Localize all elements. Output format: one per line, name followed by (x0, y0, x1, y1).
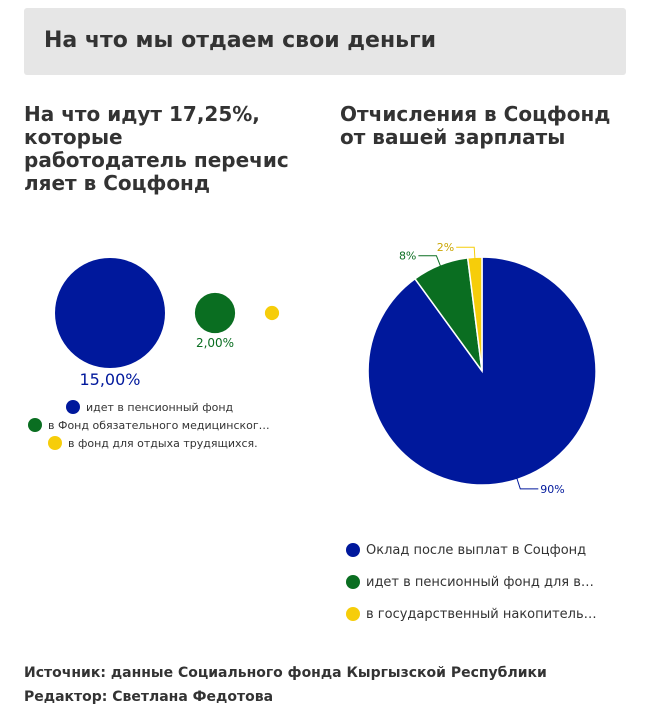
legend-item[interactable]: в фонд для отдыха трудящихся. (48, 434, 270, 452)
legend-label: в Фонд обязательного медицинског… (48, 418, 270, 432)
source-note: Источник: данные Социального фонда Кыргы… (24, 665, 547, 681)
bubble[interactable] (55, 258, 165, 368)
pie-value-label: 8% (399, 250, 416, 263)
legend-swatch (346, 607, 360, 621)
bubble-chart-title-line: На что идут 17,25%, (24, 102, 260, 126)
bubble-value-label: 15,00% (79, 370, 140, 389)
legend-swatch (66, 400, 80, 414)
legend-item[interactable]: в Фонд обязательного медицинског… (28, 416, 270, 434)
pie-value-label: 2% (437, 241, 454, 254)
legend-item[interactable]: в государственный накопитель… (346, 598, 597, 630)
legend-item[interactable]: Оклад после выплат в Соцфонд (346, 534, 597, 566)
bubble-legend: идет в пенсионный фонд в Фонд обязательн… (28, 398, 270, 452)
legend-swatch (346, 575, 360, 589)
bubble-chart: 15,00% 2,00% (55, 258, 280, 389)
legend-item[interactable]: идет в пенсионный фонд (66, 398, 270, 416)
legend-swatch (28, 418, 42, 432)
legend-label: в государственный накопитель… (366, 606, 597, 622)
legend-swatch (346, 543, 360, 557)
bubble[interactable] (264, 305, 280, 321)
bubble-value-label: 2,00% (196, 336, 234, 350)
legend-item[interactable]: идет в пенсионный фонд для в… (346, 566, 597, 598)
pie-chart: 90% 8% 2% (367, 241, 597, 496)
pie-leader-line (418, 255, 442, 269)
pie-chart-title-line: от вашей зарплаты (340, 125, 566, 149)
legend-label: Оклад после выплат в Соцфонд (366, 542, 587, 558)
pie-leader-line (515, 475, 539, 490)
pie-chart-title-line: Отчисления в Соцфонд (340, 102, 611, 126)
bubble-chart-title: На что идут 17,25%, которые работодатель… (24, 103, 304, 195)
legend-label: идет в пенсионный фонд для в… (366, 574, 594, 590)
pie-chart-title: Отчисления в Соцфонд от вашей зарплаты (340, 103, 640, 149)
legend-label: в фонд для отдыха трудящихся. (68, 436, 258, 450)
bubble[interactable] (194, 292, 236, 334)
bubble-chart-title-line: которые (24, 125, 123, 149)
pie-leader-line (456, 246, 476, 262)
pie-value-label: 90% (540, 483, 564, 496)
legend-swatch (48, 436, 62, 450)
bubble-chart-title-line: ляет в Соцфонд (24, 171, 211, 195)
legend-label: идет в пенсионный фонд (86, 400, 234, 414)
pie-legend: Оклад после выплат в Соцфонд идет в пенс… (346, 534, 597, 630)
footer: Источник: данные Социального фонда Кыргы… (24, 661, 547, 709)
header-bar: На что мы отдаем свои деньги (24, 8, 626, 75)
bubble-chart-title-line: работодатель перечис (24, 148, 289, 172)
page-title: На что мы отдаем свои деньги (44, 28, 436, 53)
editor-note: Редактор: Светлана Федотова (24, 689, 274, 705)
